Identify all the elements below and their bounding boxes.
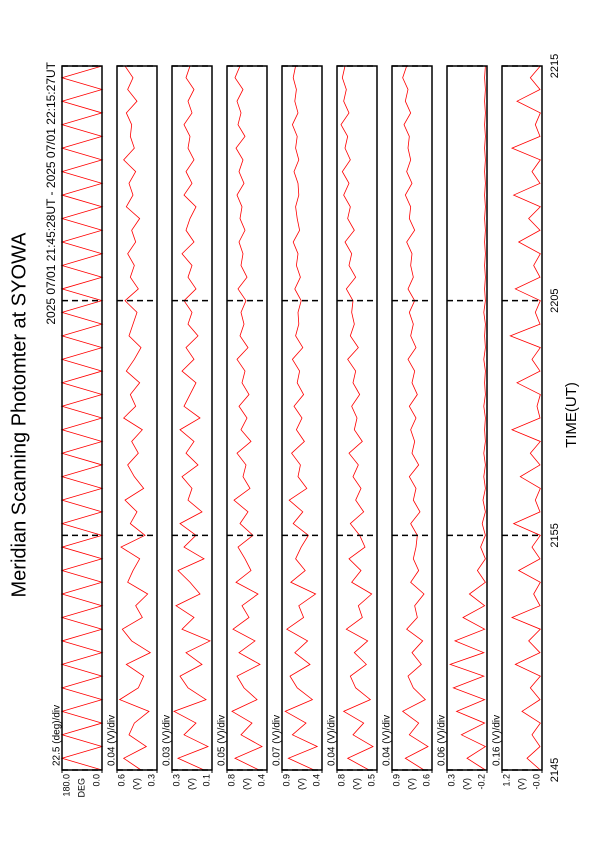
panel-label: 0.16 (V)/div: [492, 715, 503, 766]
y-tick-label: 0.3: [171, 774, 181, 787]
x-tick-label: 2215: [549, 54, 561, 78]
panel-label: 0.06 (V)/div: [437, 715, 448, 766]
x-tick-label: 2205: [549, 288, 561, 312]
y-tick-label: 0.4: [311, 774, 321, 787]
panel-frame: [281, 65, 323, 771]
panel-frame: [116, 65, 158, 771]
data-line: [401, 65, 429, 771]
panel-label: 0.07 (V)/div: [272, 715, 283, 766]
data-line: [284, 65, 319, 771]
y-tick-label: 0.4: [256, 774, 266, 787]
x-tick-label: 2145: [549, 758, 561, 782]
rotated-chart: Meridian Scanning Photomter at SYOWA 202…: [8, 54, 580, 798]
panel-label: 0.04 (V)/div: [327, 715, 338, 766]
chart-title: Meridian Scanning Photomter at SYOWA: [8, 232, 30, 598]
panel-frame: [61, 65, 103, 771]
data-line: [231, 65, 263, 771]
y-tick-label: 0.8: [226, 774, 236, 787]
data-line: [173, 65, 211, 771]
y-tick-label: 180.0: [61, 774, 71, 797]
y-unit-label: (V): [461, 778, 471, 790]
y-unit-label: (V): [186, 778, 196, 790]
x-tick-label: 2155: [549, 523, 561, 547]
y-tick-label: -0.0: [531, 774, 541, 790]
y-unit-label: (V): [406, 778, 416, 790]
panel-frame: [391, 65, 433, 771]
panel-frame: [226, 65, 268, 771]
y-tick-label: 0.0: [91, 774, 101, 787]
y-tick-label: 0.1: [201, 774, 211, 787]
panel-frame: [171, 65, 213, 771]
panel-frame: [446, 65, 488, 771]
y-tick-label: -0.2: [476, 774, 486, 790]
y-tick-label: 0.3: [146, 774, 156, 787]
panel-frame: [501, 65, 543, 771]
y-tick-label: 0.8: [336, 774, 346, 787]
y-unit-label: (V): [351, 778, 361, 790]
y-tick-label: 0.6: [421, 774, 431, 787]
data-line: [118, 65, 152, 771]
x-axis-label: TIME(UT): [563, 382, 580, 448]
panel-frame: [336, 65, 378, 771]
panel-label: 0.04 (V)/div: [382, 715, 393, 766]
y-tick-label: 0.5: [366, 774, 376, 787]
y-unit-label: (V): [516, 778, 526, 790]
data-line: [509, 65, 542, 771]
panel-label: 0.04 (V)/div: [107, 715, 118, 766]
chart-subtitle: 2025 07/01 21:45:28UT - 2025 07/01 22:15…: [44, 61, 58, 324]
y-tick-label: 0.3: [446, 774, 456, 787]
y-unit-label: (V): [131, 778, 141, 790]
data-line: [448, 65, 487, 771]
y-tick-label: 1.2: [501, 774, 511, 787]
data-line: [60, 65, 104, 771]
panel-label: 0.05 (V)/div: [217, 715, 228, 766]
y-unit-label: (V): [296, 778, 306, 790]
panel-label: 22.5 (deg)/div: [52, 705, 63, 766]
y-tick-label: 0.9: [391, 774, 401, 787]
y-tick-label: 0.6: [116, 774, 126, 787]
y-unit-label: (V): [241, 778, 251, 790]
data-line: [340, 65, 374, 771]
panel-label: 0.03 (V)/div: [162, 715, 173, 766]
y-tick-label: 0.9: [281, 774, 291, 787]
y-unit-label: DEG: [76, 778, 86, 798]
